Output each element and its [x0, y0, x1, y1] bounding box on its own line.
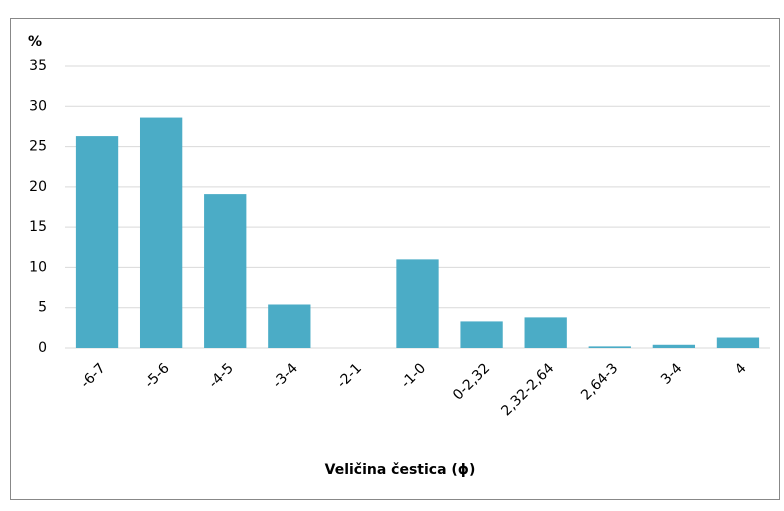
y-tick-label: 0: [38, 340, 47, 356]
x-axis-label: Veličina čestica (ϕ): [325, 462, 476, 478]
y-tick-label: 10: [29, 259, 47, 275]
bar: [460, 321, 503, 348]
chart-frame: [10, 18, 780, 500]
bar: [139, 117, 183, 349]
bar: [268, 304, 311, 348]
y-tick-label: 35: [29, 58, 47, 74]
bar: [588, 346, 631, 348]
y-tick-label: 20: [29, 179, 47, 195]
bar: [652, 344, 696, 348]
y-tick-label: 5: [38, 300, 47, 316]
bar: [75, 136, 119, 348]
bar: [524, 317, 567, 348]
bar: [204, 194, 247, 348]
y-tick-label: 15: [29, 219, 47, 235]
y-axis-label: %: [28, 34, 42, 50]
y-tick-label: 30: [29, 98, 47, 114]
bar: [396, 259, 439, 348]
bar: [716, 337, 760, 348]
y-tick-label: 25: [29, 139, 47, 155]
